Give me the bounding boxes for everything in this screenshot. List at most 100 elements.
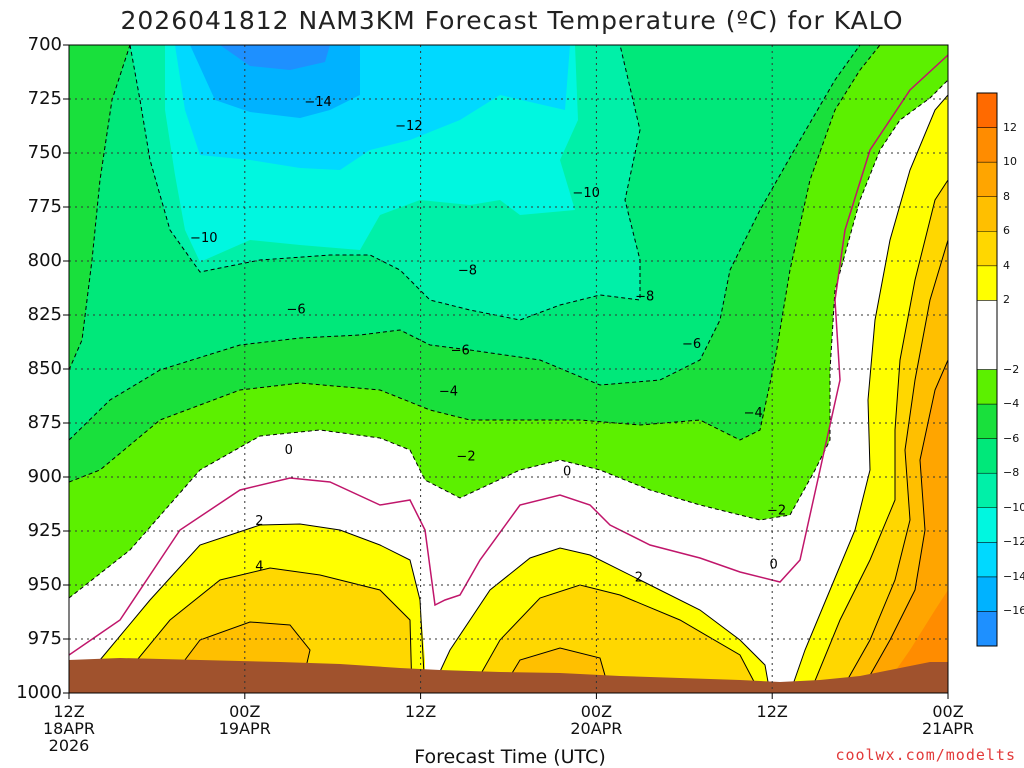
- x-tick-label-line: 00Z: [932, 702, 964, 721]
- contour-label: 0: [563, 465, 571, 480]
- colorbar-bin: [976, 576, 998, 612]
- terrain-fill: [69, 658, 948, 693]
- contour-label: 2: [635, 570, 643, 585]
- colorbar-label: 4: [1003, 258, 1010, 272]
- contour-label: −12: [395, 119, 422, 134]
- contour-label: −6: [682, 337, 701, 352]
- grid-lines: [69, 45, 948, 693]
- y-tick-label: 750: [27, 142, 62, 163]
- fill-minus18-minus16: [220, 45, 330, 70]
- colorbar-bin: [976, 265, 998, 301]
- x-tick-label-line: 19APR: [218, 719, 271, 738]
- colorbar-bin: [976, 611, 998, 647]
- contour-line-minus6: [69, 45, 861, 441]
- y-tick-label: 975: [27, 628, 62, 649]
- x-tick-label-line: 18APR: [42, 719, 96, 738]
- y-tick-label: 725: [27, 88, 62, 109]
- contour-label: −8: [458, 264, 477, 279]
- colorbar-label: −16: [1003, 604, 1024, 618]
- contour-labels: −14 −12 −10 −10 −8 −8 −6 −6 −6 −4 −4 −2 −2 0 0 0 2 2 4: [190, 95, 786, 585]
- y-tick-label: 850: [27, 358, 62, 379]
- contour-label: −10: [572, 186, 599, 201]
- credit-link[interactable]: coolwx.com/modelts: [835, 746, 1016, 764]
- y-tick-label: 700: [27, 34, 62, 55]
- colorbar-label: −8: [1003, 466, 1020, 480]
- x-axis-label: Forecast Time (UTC): [414, 746, 606, 768]
- colorbar-label: 10: [1003, 155, 1017, 169]
- contour-line-6: [159, 239, 948, 693]
- contour-label: −6: [286, 303, 305, 318]
- y-tick-label: 925: [27, 520, 62, 541]
- x-tick-label-line: 12Z: [53, 702, 85, 721]
- contour-label: −4: [439, 385, 458, 400]
- contour-label: 2: [255, 514, 263, 529]
- axis-ticks: [63, 44, 949, 699]
- contour-label: 0: [770, 557, 778, 572]
- colorbar-label: −4: [1003, 397, 1020, 411]
- contour-line-minus4: [69, 45, 881, 483]
- x-tick-label: 00Z 19APR: [205, 703, 285, 737]
- y-tick-label: 800: [27, 250, 62, 271]
- contour-label: −6: [451, 344, 470, 359]
- y-tick-label: 825: [27, 304, 62, 325]
- contour-line-zero: [69, 54, 948, 656]
- contour-line-4: [109, 179, 948, 693]
- colorbar-bin: [976, 369, 998, 405]
- colorbar-label: −10: [1003, 500, 1024, 514]
- x-tick-label-line: 21APR: [921, 719, 975, 738]
- colorbar-label: 8: [1003, 189, 1010, 203]
- colorbar-bin: [976, 161, 998, 197]
- y-tick-label: 775: [27, 196, 62, 217]
- colorbar-bin: [976, 472, 998, 508]
- x-tick-label-line: 2026: [48, 736, 90, 755]
- x-tick-label: 00Z 21APR: [908, 703, 988, 737]
- colorbar-label: −6: [1003, 431, 1020, 445]
- contour-line-minus2: [69, 79, 948, 599]
- x-tick-label: 12Z: [732, 703, 812, 720]
- colorbar-bin: [976, 403, 998, 439]
- y-tick-label: 875: [27, 412, 62, 433]
- colorbar-bin: [976, 542, 998, 578]
- contour-label: −2: [767, 503, 786, 518]
- x-tick-label-line: 20APR: [570, 719, 623, 738]
- x-tick-label: 12Z: [381, 703, 461, 720]
- chart-title: 2026041812 NAM3KM Forecast Temperature (…: [120, 6, 904, 35]
- colorbar-frame: [976, 92, 998, 647]
- fill-8-10: [860, 360, 948, 693]
- colorbar-bin: [976, 196, 998, 232]
- colorbar-label: −2: [1003, 362, 1020, 376]
- contour-label: −2: [456, 449, 475, 464]
- y-tick-label: 950: [27, 574, 62, 595]
- colorbar-bin: [976, 438, 998, 474]
- x-tick-label-line: 00Z: [580, 702, 613, 721]
- colorbar-bin: [976, 507, 998, 543]
- colorbar-label: 2: [1003, 293, 1010, 307]
- colorbar-label: −12: [1003, 535, 1024, 549]
- x-tick-label-line: 12Z: [756, 702, 788, 721]
- contour-label: −10: [190, 231, 217, 246]
- colorbar-label: 12: [1003, 120, 1017, 134]
- colorbar-bin: [976, 300, 998, 370]
- colorbar-bin: [976, 231, 998, 267]
- contour-label: −14: [304, 95, 331, 110]
- y-tick-label: 900: [27, 466, 62, 487]
- x-tick-label-line: 12Z: [404, 702, 437, 721]
- fill-6-8: [160, 240, 948, 693]
- x-tick-label: 00Z 20APR: [556, 703, 636, 737]
- colorbar-bin: [976, 127, 998, 163]
- colorbar-label: −14: [1003, 569, 1024, 583]
- contour-line-8: [859, 359, 948, 693]
- contour-label: −8: [635, 290, 654, 305]
- x-tick-label: 12Z 18APR 2026: [29, 703, 109, 754]
- colorbar-bin: [976, 92, 998, 128]
- x-tick-label-line: 00Z: [229, 702, 261, 721]
- contour-label: −4: [744, 406, 763, 421]
- contour-line-2: [69, 94, 948, 693]
- contour-label: 4: [255, 560, 263, 575]
- contour-label: 0: [285, 443, 293, 458]
- colorbar: [976, 92, 998, 647]
- colorbar-label: 6: [1003, 224, 1010, 238]
- y-tick-label: 1000: [16, 682, 62, 703]
- contour-line-minus10: [129, 45, 641, 321]
